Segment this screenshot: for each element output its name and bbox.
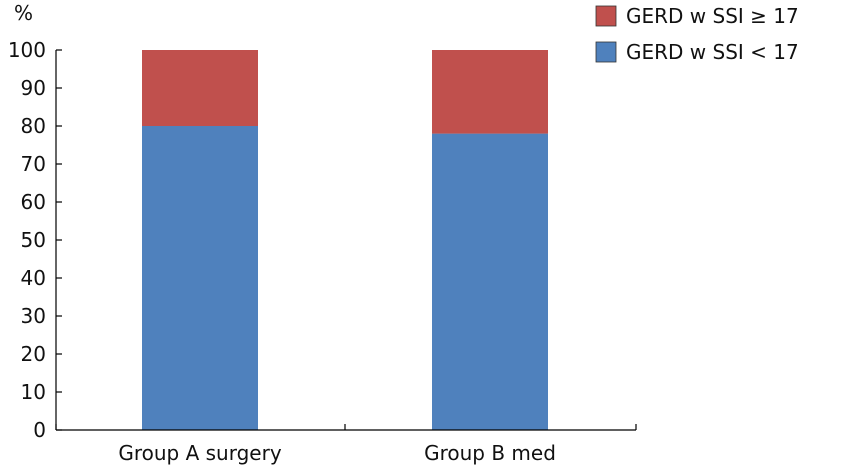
bar-segment-ssi-17-or-above [432,50,548,134]
y-tick-label: 70 [21,152,46,176]
x-tick-label: Group B med [424,441,556,465]
legend: GERD w SSI ≥ 17 GERD w SSI < 17 [595,4,799,64]
x-tick-label: Group A surgery [118,441,281,465]
y-axis-label: % [14,1,33,25]
y-tick-label: 40 [21,266,46,290]
legend-label: GERD w SSI < 17 [626,40,799,64]
legend-label: GERD w SSI ≥ 17 [626,4,799,28]
bar-segment-ssi-below-17 [142,126,258,430]
y-tick-label: 10 [21,380,46,404]
y-tick-label: 0 [33,418,46,442]
y-tick-label: 90 [21,76,46,100]
y-ticks: 0 10 20 30 40 50 60 70 80 90 100 [8,38,62,442]
y-tick-label: 20 [21,342,46,366]
y-tick-label: 50 [21,228,46,252]
bars-layer [142,50,548,430]
y-tick-label: 30 [21,304,46,328]
legend-swatch [595,41,617,63]
x-ticks: Group A surgery Group B med [55,424,637,465]
legend-swatch [595,5,617,27]
y-tick-label: 60 [21,190,46,214]
y-tick-label: 80 [21,114,46,138]
bar-segment-ssi-below-17 [432,133,548,430]
bar-segment-ssi-17-or-above [142,50,258,126]
y-tick-label: 100 [8,38,46,62]
